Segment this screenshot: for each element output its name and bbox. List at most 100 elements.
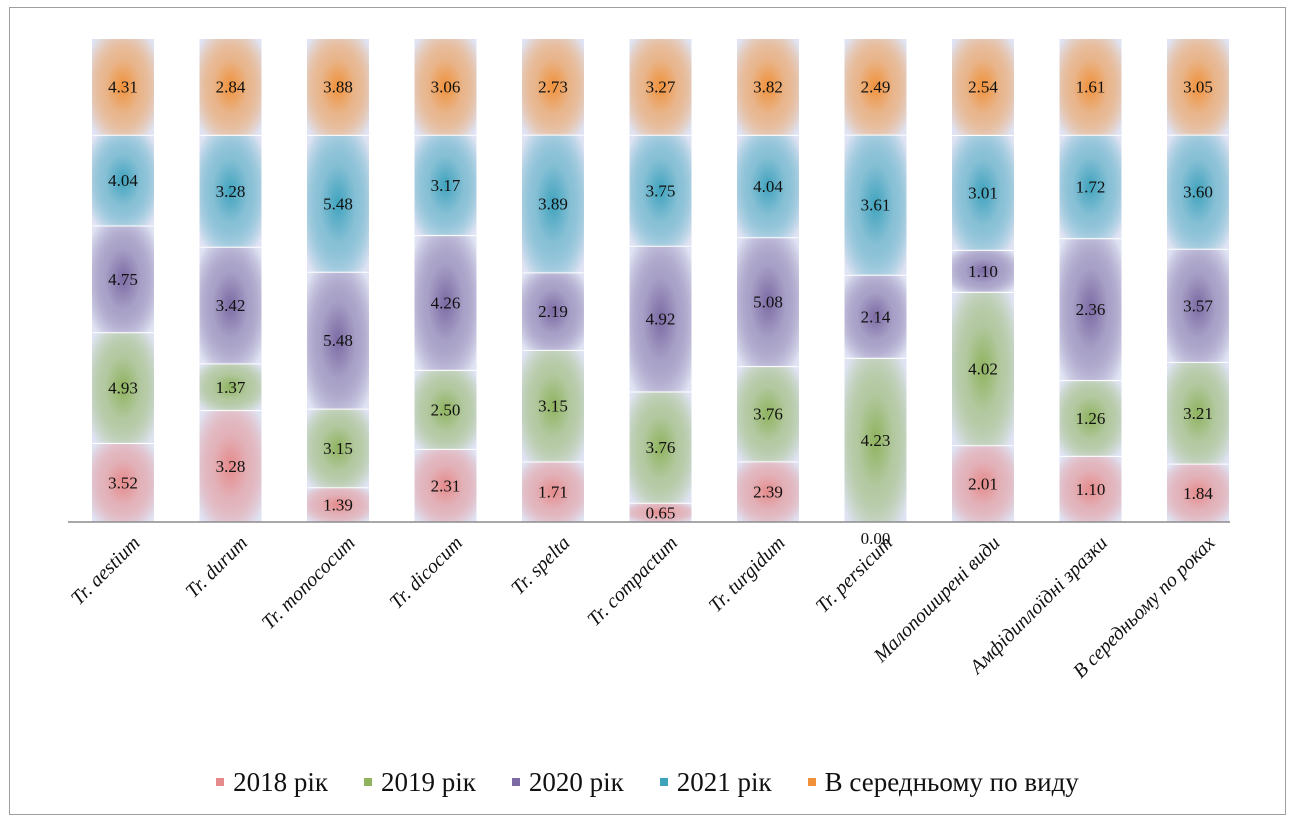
bar-segment [92,332,154,443]
bar-segment [199,363,262,411]
data-label: 1.10 [968,262,998,281]
bar-segment [307,38,369,135]
bar-segment [737,38,799,135]
data-label: 1.84 [1183,484,1213,503]
legend-swatch [364,778,373,786]
bar-segment [844,38,907,135]
data-label: 2.19 [538,302,568,321]
data-label: 3.88 [323,77,353,96]
bar-segment [1167,134,1229,249]
bar-column: 1.71 3.15 2.19 3.89 2.73 [522,37,584,522]
data-label: 3.42 [216,296,246,315]
legend-item: 2018 рік [216,767,328,798]
bar-column: 0.65 3.76 4.92 3.75 3.27 [629,37,692,522]
x-tick-label: Tr. monococum [258,532,360,634]
data-label: 3.01 [968,183,998,202]
x-tick-label: Tr. aestium [67,532,145,610]
bar-segment [199,246,262,364]
data-label: 4.23 [861,431,891,450]
bar-segment [414,38,477,135]
data-label: 2.50 [431,400,461,419]
legend-swatch [511,778,520,786]
data-label: 3.17 [431,176,461,195]
data-label: 4.75 [108,270,138,289]
data-label: 0.65 [646,503,676,522]
bar-segment [737,366,799,462]
legend-item: В середньому по виду [807,767,1079,798]
data-label: 4.93 [108,379,138,398]
legend-item: 2021 рік [659,766,772,798]
legend-label: 2020 рік [528,766,624,797]
bar-segment [1167,361,1229,464]
bar-segment [92,442,154,522]
bar-segment [522,134,584,273]
bar-segment [952,134,1014,250]
bar-column: 2.39 3.76 5.08 4.04 3.82 [737,37,799,522]
bar-segment [1059,455,1122,522]
data-label: 1.37 [216,378,246,397]
data-label: 1.26 [1076,409,1106,428]
bar-segment [1167,248,1229,362]
bar-column: 3.52 4.93 4.75 4.04 4.31 [92,37,154,522]
data-label: 3.21 [1183,404,1213,423]
legend-swatch [216,778,225,786]
data-label: 5.48 [323,331,353,350]
data-label: 3.60 [1183,183,1213,202]
data-label: 4.92 [646,310,676,329]
x-tick-label: Tr. dicocum [385,532,467,614]
data-label: 1.71 [538,483,568,502]
legend-label: 2021 рік [676,766,772,797]
data-label: 3.28 [216,182,246,201]
bar-segment [307,134,369,272]
data-label: 0.00 [861,529,891,548]
data-label: 3.76 [753,405,783,424]
bar-segment [92,134,154,226]
data-label: 3.52 [108,473,138,492]
bar-segment [952,249,1014,292]
bar-segment [952,445,1014,522]
data-label: 2.84 [216,77,246,96]
bar-column: 3.28 1.37 3.42 3.28 2.84 [199,37,262,522]
x-tick-label: Tr. persicum [812,532,897,617]
bar-column: 0.00 4.23 2.14 3.61 2.49 [844,37,907,548]
legend-label: 2018 рік [233,766,329,797]
data-label: 3.27 [646,77,676,96]
data-label: 2.39 [753,483,783,502]
data-label: 5.08 [753,293,783,312]
bar-segment [1059,38,1122,135]
data-label: 2.49 [861,77,891,96]
bar-segment [307,487,369,522]
bar-segment [1059,238,1122,381]
bar-segment [1167,463,1229,522]
bar-column: 1.10 1.26 2.36 1.72 1.61 [1059,37,1122,522]
bar-segment [414,235,477,370]
data-label: 3.57 [1183,296,1213,315]
x-tick-label: Tr. spelta [507,532,574,599]
data-label: 3.06 [431,77,461,96]
bar-segment [629,134,692,246]
bar-segment [629,38,692,135]
data-label: 2.36 [1076,300,1106,319]
bar-segment [414,369,477,449]
bar-segment [844,274,907,358]
data-label: 4.04 [753,177,783,196]
bar-segment [952,291,1014,446]
data-label: 1.10 [1076,480,1106,499]
data-label: 4.26 [431,293,461,312]
bar-segment [737,237,799,367]
bar-segment [92,38,154,135]
data-label: 3.15 [323,439,353,458]
legend-label: 2019 рік [381,766,476,797]
bar-segment [522,272,584,350]
bar-segment [952,38,1014,135]
bar-column: 2.01 4.02 1.10 3.01 2.54 [952,37,1014,522]
bar-segment [92,225,154,333]
data-label: 4.02 [968,360,998,379]
bar-segment [522,38,584,135]
data-label: 3.82 [753,77,783,96]
data-label: 3.89 [538,195,568,214]
data-label: 2.01 [968,475,998,494]
bar-segment [199,134,262,247]
bar-column: 1.84 3.21 3.57 3.60 3.05 [1167,37,1229,522]
bar-segment [414,134,477,236]
